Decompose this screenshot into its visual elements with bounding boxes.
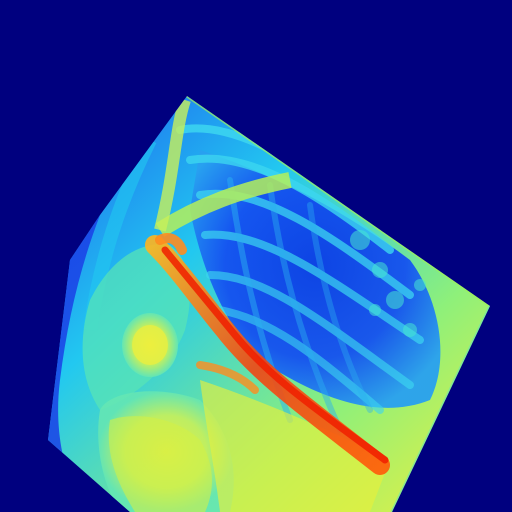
hilum-texture (350, 230, 426, 337)
clavicle (155, 172, 292, 237)
chest-wall (200, 380, 390, 512)
lung-field (190, 150, 441, 408)
